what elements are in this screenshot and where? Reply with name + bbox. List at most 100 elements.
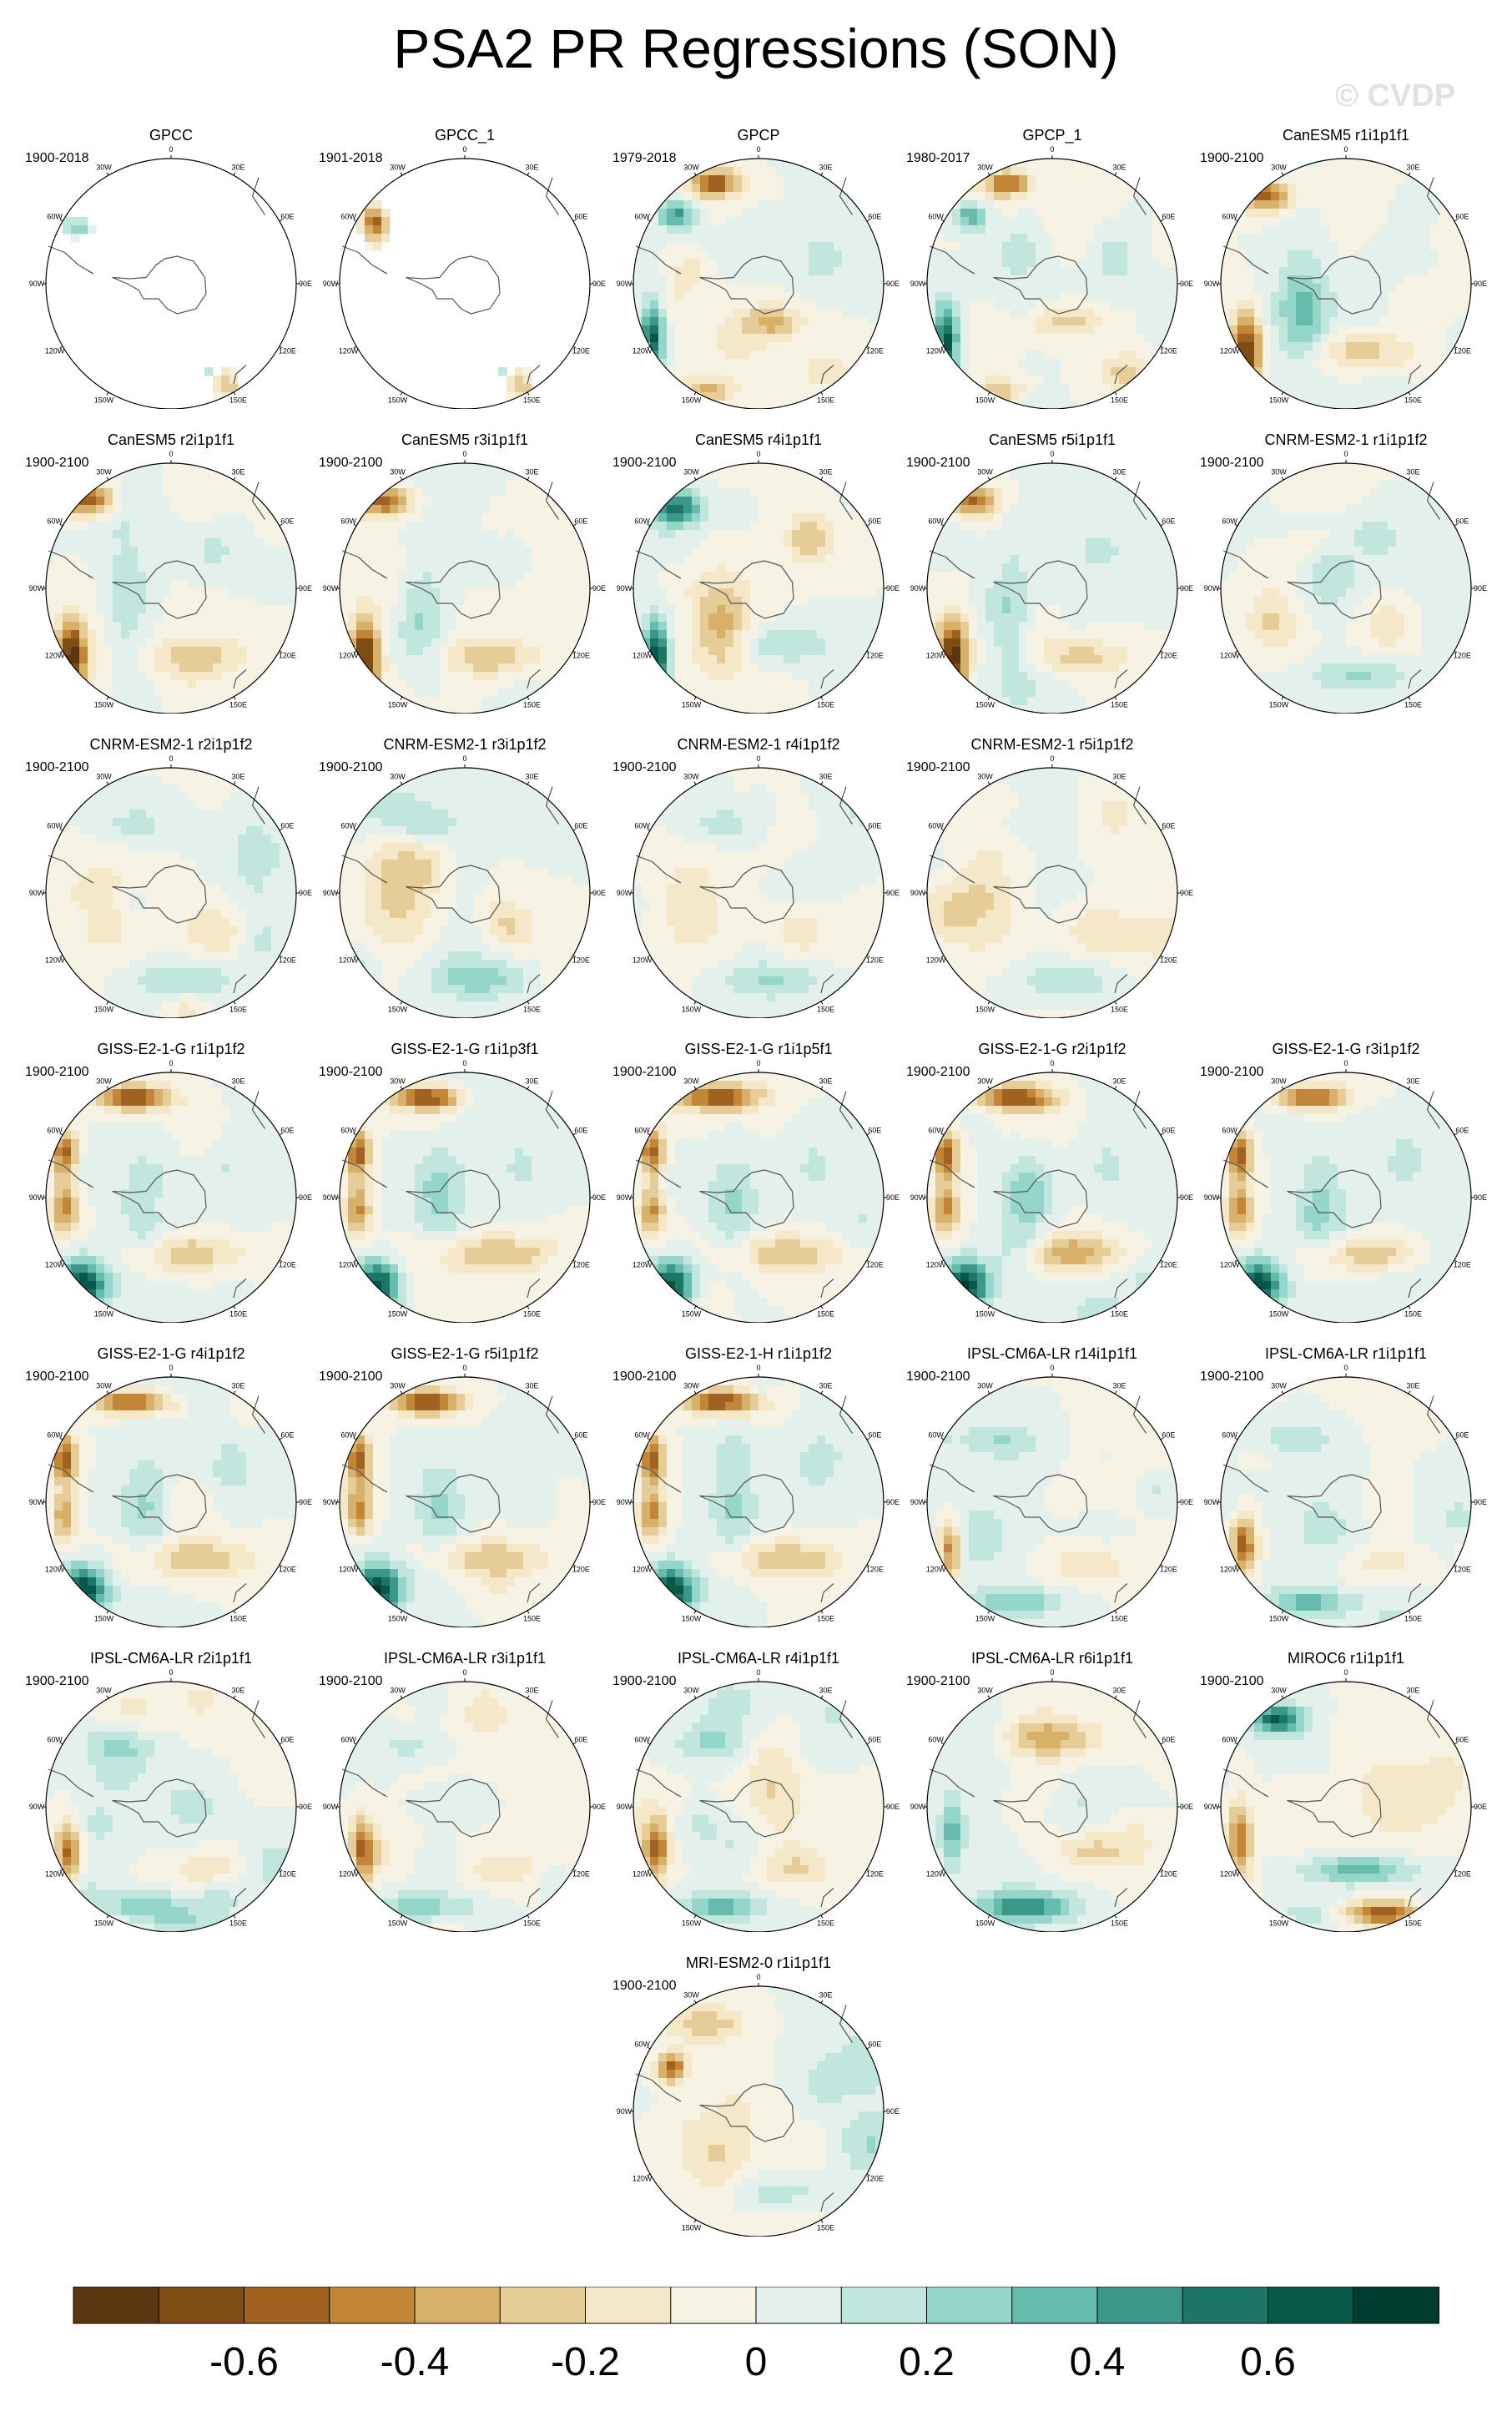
lon-tick-label: 30W	[1271, 1382, 1287, 1390]
panel-title: GPCC	[25, 125, 317, 145]
lon-tick-label: 120W	[926, 347, 946, 356]
lon-tick-label: 150E	[523, 700, 541, 709]
panel-years: 1900-2100	[612, 1673, 677, 1690]
lon-tick-label: 30E	[231, 1687, 244, 1695]
lon-tick-label: 150W	[682, 2223, 702, 2232]
lon-tick-label: 90E	[1474, 1803, 1487, 1811]
panel-title: GISS-E2-1-G r1i1p5f1	[612, 1039, 905, 1059]
lon-tick-label: 120W	[339, 1261, 359, 1269]
lon-tick-label: 60W	[634, 213, 650, 221]
lon-tick-label: 0	[756, 450, 760, 458]
lon-tick-label: 30E	[819, 1687, 832, 1695]
lon-tick-label: 150W	[94, 1309, 114, 1318]
lon-tick-label: 150W	[975, 1309, 995, 1318]
lon-tick-label: 90E	[1180, 1803, 1193, 1811]
coastlines	[341, 177, 559, 385]
lon-tick-label: 120W	[633, 956, 653, 965]
regression-field	[927, 463, 1177, 714]
lon-tick-label: 120W	[633, 1261, 653, 1269]
lon-tick-label: 30W	[390, 1382, 406, 1390]
lon-tick-label: 0	[1343, 1059, 1348, 1067]
lon-tick-label: 120E	[866, 1870, 884, 1879]
panel-years: 1900-2100	[25, 1369, 89, 1385]
coastlines	[929, 786, 1147, 994]
colorbar-tick-label: 0.6	[1240, 2340, 1296, 2384]
map-panel: CNRM-ESM2-1 r2i1p1f2 1900-2100 0 30E 60E 90E 1…	[25, 734, 317, 1018]
lon-tick-label: 120W	[45, 652, 65, 660]
lon-tick-label: 150W	[94, 700, 114, 709]
lon-tick-label: 120E	[1160, 347, 1177, 356]
lon-tick-label: 120W	[339, 652, 359, 660]
lon-tick-label: 150E	[817, 1919, 834, 1927]
lon-tick-label: 90E	[1180, 889, 1193, 897]
lon-tick-label: 150W	[975, 700, 995, 709]
regression-field	[633, 159, 884, 409]
lon-tick-label: 30W	[977, 1077, 993, 1086]
lon-tick-label: 90E	[886, 1498, 900, 1506]
map-panel: GISS-E2-1-G r1i1p1f2 1900-2100 0 30E 60E 90E 1…	[25, 1039, 317, 1323]
lon-tick-label: 60E	[1455, 1431, 1469, 1440]
lon-tick-label: 60W	[1222, 1127, 1237, 1135]
lon-tick-label: 150W	[94, 1005, 114, 1013]
regression-field	[633, 1682, 884, 1932]
lon-tick-label: 120E	[279, 652, 296, 660]
regression-field	[633, 1986, 884, 2237]
lon-tick-label: 150W	[388, 1614, 408, 1622]
panel-title: CanESM5 r5i1p1f1	[906, 430, 1198, 450]
coastlines	[929, 482, 1147, 689]
colorbar-swatch	[158, 2287, 245, 2324]
coastlines	[341, 1700, 559, 1908]
lon-tick-label: 0	[1343, 1668, 1348, 1677]
lon-tick-label: 90E	[299, 280, 312, 288]
lon-tick-label: 60E	[574, 1736, 587, 1744]
lon-tick-label: 150E	[523, 1005, 541, 1013]
map-panel: CanESM5 r4i1p1f1 1900-2100 0 30E 60E 90E 120E 1…	[612, 430, 905, 714]
polar-map: 030E60E90E120E150E180150W120W90W60W30W	[617, 1059, 900, 1323]
lon-tick-label: 30W	[683, 1077, 699, 1086]
lon-tick-label: 60E	[1162, 213, 1175, 221]
lon-tick-label: 120E	[572, 347, 590, 356]
regression-field	[46, 1377, 296, 1627]
lon-tick-label: 0	[756, 1668, 760, 1677]
lon-tick-label: 150E	[817, 2223, 834, 2232]
lon-tick-label: 120E	[866, 1261, 884, 1269]
lon-tick-label: 150E	[1111, 396, 1128, 404]
lon-tick-label: 60E	[280, 1127, 294, 1135]
lon-tick-label: 30W	[390, 1077, 406, 1086]
lon-tick-label: 90E	[1180, 1193, 1193, 1202]
panel-title: MIROC6 r1i1p1f1	[1200, 1648, 1492, 1668]
lon-tick-label: 120E	[572, 1566, 590, 1574]
lon-tick-label: 120W	[633, 347, 653, 356]
panel-title: IPSL-CM6A-LR r2i1p1f1	[25, 1648, 317, 1668]
lon-tick-label: 30E	[819, 468, 832, 477]
lon-tick-label: 150E	[229, 1309, 247, 1318]
lon-tick-label: 90E	[592, 1193, 606, 1202]
lon-tick-label: 30E	[1112, 1077, 1126, 1086]
lon-tick-label: 150E	[1111, 1309, 1128, 1318]
panel-years: 1900-2100	[612, 1369, 677, 1385]
lon-tick-label: 30E	[231, 164, 244, 172]
lon-tick-label: 30W	[977, 1687, 993, 1695]
lon-tick-label: 120E	[279, 1870, 296, 1879]
coastlines	[635, 1395, 853, 1603]
lon-tick-label: 150E	[1111, 1005, 1128, 1013]
panel-years: 1900-2100	[906, 1064, 970, 1081]
lon-tick-label: 60E	[868, 1736, 881, 1744]
lon-tick-label: 60W	[340, 822, 356, 830]
coastlines	[929, 177, 1147, 385]
regression-field	[633, 1377, 884, 1627]
polar-map: 030E60E90E120E150E180150W120W90W60W30W	[1204, 145, 1487, 409]
lon-tick-label: 150W	[388, 1309, 408, 1318]
lon-tick-label: 120W	[45, 1566, 65, 1574]
lon-tick-label: 90W	[910, 280, 926, 288]
panel-title: IPSL-CM6A-LR r14i1p1f1	[906, 1344, 1198, 1364]
lon-tick-label: 120W	[1220, 1261, 1240, 1269]
panel-years: 1900-2100	[319, 1673, 383, 1690]
colorbar-tick-label: 0.2	[899, 2340, 955, 2384]
lon-tick-label: 150W	[975, 1005, 995, 1013]
lon-tick-label: 60W	[1222, 213, 1237, 221]
lon-tick-label: 90W	[323, 584, 339, 593]
lon-tick-label: 30E	[1112, 1382, 1126, 1390]
lon-tick-label: 60E	[1162, 822, 1175, 830]
polar-map: 030E60E90E120E150E180150W120W90W60W30W	[910, 450, 1193, 714]
